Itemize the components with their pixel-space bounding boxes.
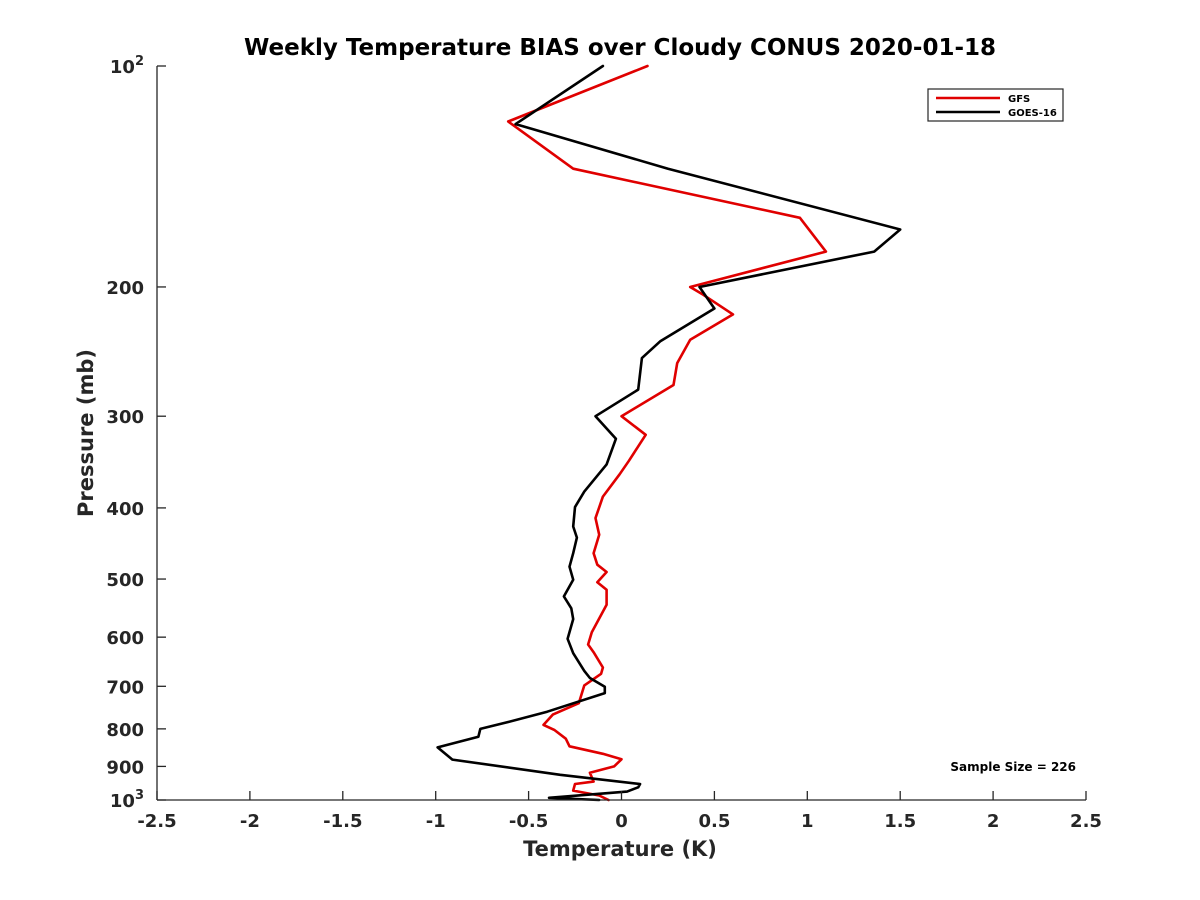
y-tick-label: 900 [106,757,144,778]
x-tick-label: 2.5 [1070,811,1102,832]
series-line-gfs [506,64,828,802]
x-axis: -2.5 -2 -1.5 -1 -0.5 0 0.5 1 1.5 2 2.5 [137,791,1102,832]
x-tick-label: -2 [240,811,260,832]
x-tick-label: 1 [801,811,814,832]
legend: GFS GOES-16 [927,88,1064,122]
y-tick-label: 600 [106,628,144,649]
chart-title: Weekly Temperature BIAS over Cloudy CONU… [244,35,996,61]
y-tick-label: 500 [106,570,144,591]
legend-box [927,88,1064,122]
x-tick-label: -2.5 [137,811,176,832]
legend-entry: GOES-16 [1008,108,1057,119]
sample-size-note: Sample Size = 226 [950,760,1076,774]
y-axis-label: Pressure (mb) [74,349,98,517]
y-axis: 102 200 300 400 500 600 700 800 900 103 [106,54,166,812]
series-layer [436,64,902,802]
x-tick-label: -1 [426,811,446,832]
y-tick-label: 800 [106,720,144,741]
series-line-goes-16 [436,64,902,802]
x-tick-label: -0.5 [509,811,548,832]
legend-entry: GFS [1008,94,1030,105]
x-tick-label: 1.5 [884,811,916,832]
y-tick-label: 400 [106,499,144,520]
x-tick-label: 0 [615,811,628,832]
x-tick-label: 0.5 [698,811,730,832]
y-tick-label: 300 [106,407,144,428]
y-tick-label: 700 [106,677,144,698]
x-axis-label: Temperature (K) [523,837,717,861]
x-tick-label: 2 [987,811,1000,832]
y-tick-label: 102 [110,54,144,78]
x-tick-label: -1.5 [323,811,362,832]
y-tick-label: 200 [106,278,144,299]
y-tick-label: 103 [110,788,144,812]
